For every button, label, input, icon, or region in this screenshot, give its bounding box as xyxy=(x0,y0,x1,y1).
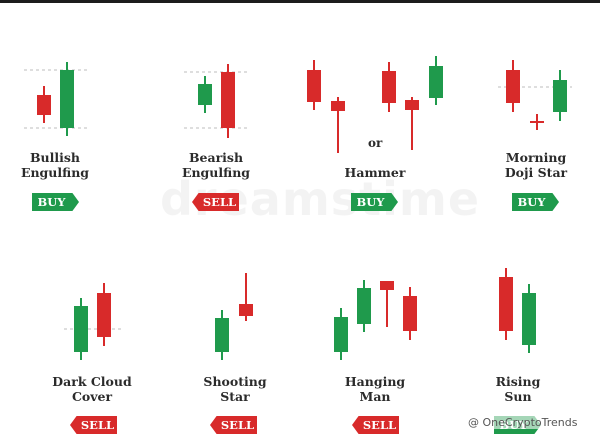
label-line: Rising xyxy=(495,374,541,389)
label-line: Bearish xyxy=(188,150,244,165)
label-line: Morning xyxy=(505,150,567,165)
hammer-candles-left xyxy=(307,60,345,153)
top-border xyxy=(0,0,600,3)
shooting-star-candles xyxy=(215,273,253,360)
label-line: Hanging xyxy=(344,374,406,389)
hanging-man-candle xyxy=(380,281,394,290)
hanging-man-candles xyxy=(334,280,417,360)
label-line: Sun xyxy=(504,389,532,404)
label-bearish-engulfing: Bearish Engulfing xyxy=(161,150,271,180)
rising-sun-candles xyxy=(499,268,536,353)
bullish-candle xyxy=(522,293,536,345)
morning-doji-star-candles xyxy=(498,60,572,130)
sell-signal-badge: SELL xyxy=(192,193,239,211)
label-bullish-engulfing: Bullish Engulfing xyxy=(0,150,110,180)
buy-signal-badge: BUY xyxy=(351,193,398,211)
bullish-candle xyxy=(198,84,212,105)
bullish-candle xyxy=(357,288,371,324)
buy-signal-badge: BUY xyxy=(32,193,79,211)
label-line: Bullish xyxy=(29,150,81,165)
label-line: Hammer xyxy=(344,165,406,180)
label-dark-cloud-cover: Dark Cloud Cover xyxy=(37,374,147,404)
or-connector: or xyxy=(368,136,383,150)
bearish-candle xyxy=(499,277,513,331)
label-line: Engulfing xyxy=(20,165,90,180)
label-line: Man xyxy=(359,389,391,404)
sell-signal-badge: SELL xyxy=(352,416,399,434)
bullish-candle xyxy=(553,80,567,112)
bullish-engulfing-candles xyxy=(24,62,88,136)
label-line: Cover xyxy=(71,389,113,404)
hammer-candle xyxy=(405,100,419,110)
bullish-candle xyxy=(74,306,88,352)
bearish-candle xyxy=(221,72,235,128)
label-hanging-man: Hanging Man xyxy=(320,374,430,404)
label-line: Shooting xyxy=(203,374,267,389)
label-shooting-star: Shooting Star xyxy=(180,374,290,404)
dark-cloud-cover-candles xyxy=(64,283,124,360)
sell-signal-badge: SELL xyxy=(210,416,257,434)
label-line: Dark Cloud xyxy=(52,374,132,389)
bullish-candle xyxy=(60,70,74,128)
label-line: Doji Star xyxy=(504,165,568,180)
bullish-candle xyxy=(334,317,348,352)
bearish-candle xyxy=(382,71,396,103)
bullish-candle xyxy=(429,66,443,98)
label-rising-sun: Rising Sun xyxy=(463,374,573,404)
bearish-candle xyxy=(97,293,111,337)
shooting-star-candle xyxy=(239,304,253,316)
label-line: Star xyxy=(220,389,250,404)
bearish-candle xyxy=(403,296,417,331)
sell-signal-badge: SELL xyxy=(70,416,117,434)
label-line: Engulfing xyxy=(181,165,251,180)
hammer-candles-right xyxy=(382,56,443,150)
buy-signal-badge: BUY xyxy=(512,193,559,211)
bearish-engulfing-candles xyxy=(184,64,248,138)
bearish-candle xyxy=(307,70,321,102)
hammer-candle xyxy=(331,101,345,111)
label-hammer: Hammer xyxy=(320,165,430,180)
bearish-candle xyxy=(37,95,51,115)
label-morning-doji-star: Morning Doji Star xyxy=(481,150,591,180)
bullish-candle xyxy=(215,318,229,352)
bearish-candle xyxy=(506,70,520,103)
source-credit: @ OneCryptoTrends xyxy=(468,416,578,429)
